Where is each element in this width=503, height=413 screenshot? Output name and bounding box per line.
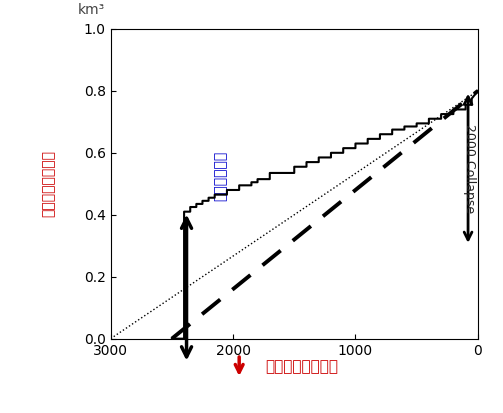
Text: 累積噴出マグマ量: 累積噴出マグマ量: [41, 150, 55, 217]
Text: カルデラ形成: カルデラ形成: [214, 151, 228, 201]
Text: 噴出年代（年前）: 噴出年代（年前）: [265, 359, 338, 374]
Text: km³: km³: [77, 2, 105, 17]
Text: 2000 Collapse: 2000 Collapse: [463, 124, 476, 213]
